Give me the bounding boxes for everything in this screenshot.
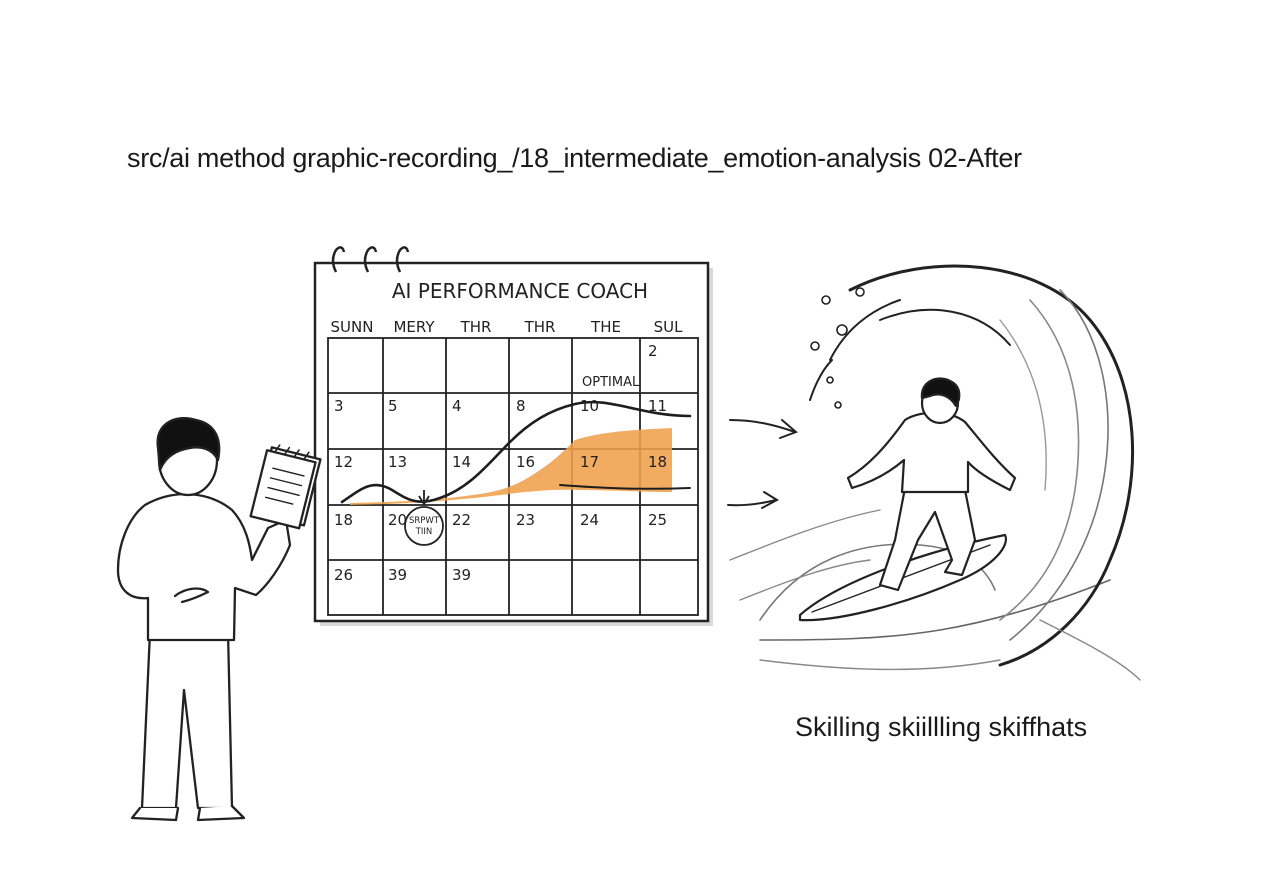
date-cell: 17 — [580, 453, 599, 471]
day-header: MERY — [393, 318, 435, 336]
date-cell: 39 — [452, 566, 471, 584]
calendar-dates: 2 3 5 4 8 10 11 12 13 14 16 17 18 18 20 … — [334, 342, 667, 584]
person-with-notepad-icon — [116, 416, 322, 822]
date-cell: 20 — [388, 511, 407, 529]
performance-curve-lower — [559, 484, 691, 490]
date-cell: 18 — [334, 511, 353, 529]
page-title: src/ai method graphic-recording_/18_inte… — [127, 143, 1022, 173]
date-cell: 24 — [580, 511, 599, 529]
date-cell: 3 — [334, 397, 344, 415]
day-header: THE — [590, 318, 621, 336]
date-cell: 18 — [648, 453, 667, 471]
date-cell: 11 — [648, 397, 667, 415]
low-point-marker: SRPWT TIIN — [404, 490, 444, 546]
date-cell: 8 — [516, 397, 526, 415]
date-cell: 12 — [334, 453, 353, 471]
date-cell: 10 — [580, 397, 599, 415]
performance-highlight-area — [350, 428, 672, 505]
wave-icon — [729, 264, 1141, 681]
date-cell: 2 — [648, 342, 658, 360]
date-cell: 39 — [388, 566, 407, 584]
date-cell: 14 — [452, 453, 471, 471]
date-cell: 26 — [334, 566, 353, 584]
date-cell: 5 — [388, 397, 398, 415]
day-header: SUL — [654, 318, 684, 336]
binder-rings-icon — [331, 246, 410, 273]
date-cell: 4 — [452, 397, 462, 415]
performance-curve — [340, 400, 692, 504]
date-cell: 25 — [648, 511, 667, 529]
calendar-day-headers: SUNN MERY THR THR THE SUL — [331, 318, 684, 336]
date-cell: 16 — [516, 453, 535, 471]
optimal-label: OPTIMAL — [582, 375, 640, 390]
calendar-title: AI PERFORMANCE COACH — [392, 279, 648, 303]
calendar-board: AI PERFORMANCE COACH SUNN MERY THR THR T… — [313, 246, 713, 626]
surfer-icon — [798, 377, 1017, 622]
day-header: SUNN — [331, 318, 374, 336]
marker-label-line2: TIIN — [415, 527, 433, 537]
marker-label-line1: SRPWT — [409, 516, 440, 526]
date-cell: 13 — [388, 453, 407, 471]
arrow-icon — [729, 419, 798, 439]
date-cell: 23 — [516, 511, 535, 529]
date-cell: 22 — [452, 511, 471, 529]
arrow-icon — [727, 491, 780, 509]
caption: Skilling skiillling skiffhats — [795, 712, 1088, 742]
day-header: THR — [524, 318, 556, 336]
day-header: THR — [460, 318, 492, 336]
